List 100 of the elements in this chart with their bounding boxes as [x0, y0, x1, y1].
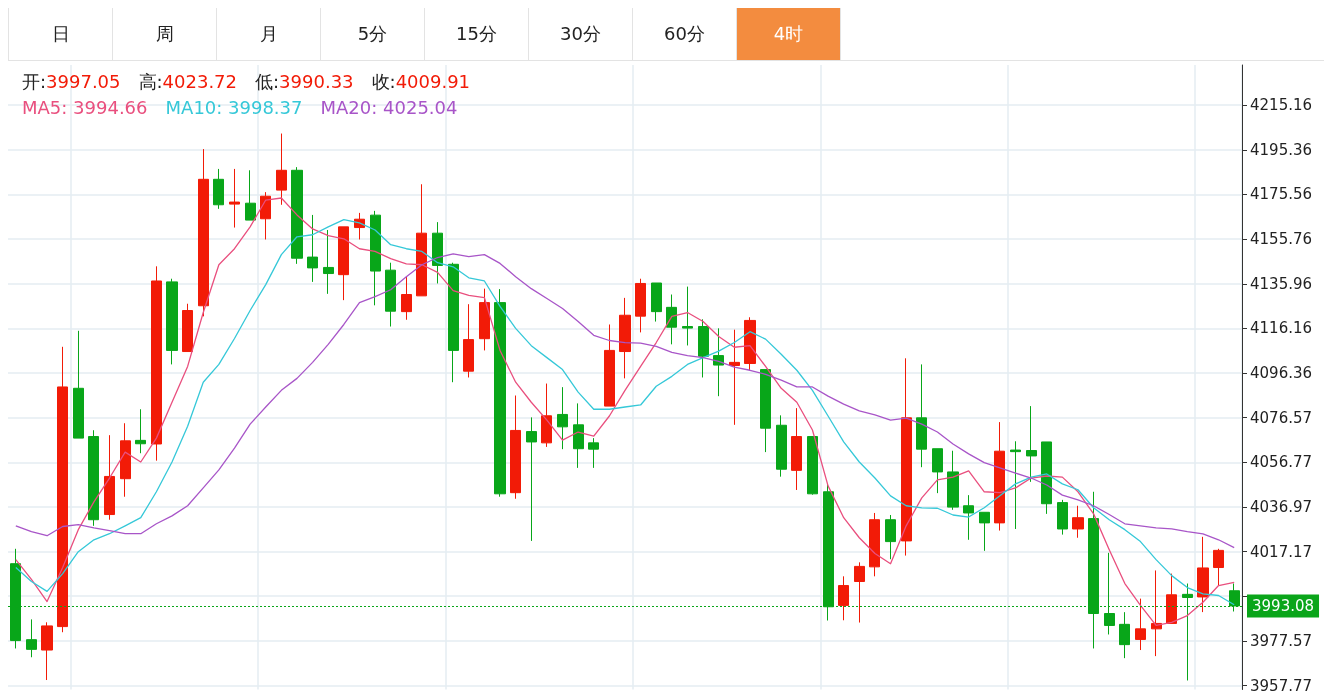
- candlestick: [744, 316, 756, 371]
- text: 月: [217, 8, 321, 60]
- y-tick-label: 4135.96: [1250, 274, 1313, 293]
- candlestick: [73, 330, 84, 439]
- candlestick: [526, 416, 537, 542]
- candlestick: [916, 363, 927, 468]
- candlestick: [682, 286, 693, 346]
- y-tick-label: 4155.76: [1250, 230, 1313, 249]
- candlestick: [323, 229, 334, 295]
- annotation: MA20: 4025.04: [320, 96, 458, 120]
- candlestick: [432, 221, 443, 284]
- candlestick: [557, 386, 568, 450]
- candlestick: [1151, 569, 1162, 657]
- candlestick: [1119, 611, 1130, 659]
- candlestick: [463, 303, 474, 378]
- annotation: 低:3990.33: [255, 71, 354, 92]
- candlestick: [370, 210, 381, 306]
- annotation: MA5: 3994.66: [22, 96, 148, 120]
- candlestick: [854, 561, 865, 624]
- candlestick: [151, 265, 162, 462]
- candlestick: [448, 262, 459, 383]
- y-tick-label: 4056.77: [1250, 453, 1313, 472]
- candlestick: [1072, 505, 1084, 539]
- candlestick: [979, 511, 990, 552]
- text: 4时: [737, 8, 841, 60]
- candlestick: [1135, 598, 1146, 651]
- candlestick: [838, 575, 849, 621]
- y-tick-label: 4175.56: [1250, 185, 1313, 204]
- candlestick: [229, 168, 240, 229]
- text: 15分: [425, 8, 529, 60]
- y-tick-label: 3957.77: [1250, 676, 1313, 695]
- y-tick-label: 4036.97: [1250, 497, 1313, 516]
- candlestick: [651, 282, 662, 323]
- candlestick: [166, 278, 178, 365]
- y-tick-label: 3977.57: [1250, 631, 1313, 650]
- candlestick: [588, 437, 599, 469]
- candlestick: [713, 327, 724, 397]
- candlestick: [698, 318, 709, 378]
- candlestick: [26, 618, 37, 658]
- text: 60分: [633, 8, 737, 60]
- y-tick-label: 4017.17: [1250, 542, 1313, 561]
- candlestick: [401, 276, 412, 321]
- candlestick: [619, 297, 631, 379]
- candlestick: [666, 294, 677, 345]
- candlestick: [1197, 536, 1209, 613]
- candlestick: [307, 214, 318, 283]
- candlestick: [260, 191, 271, 240]
- text: 周: [113, 8, 217, 60]
- candlestick: [213, 168, 224, 210]
- candlestick: [635, 278, 646, 333]
- candlestick: [479, 288, 490, 351]
- candlestick: [604, 323, 615, 407]
- candlestick: [760, 369, 771, 453]
- candlestick: [947, 450, 959, 511]
- y-tick-label: 4076.57: [1250, 408, 1313, 427]
- candlestick: [932, 448, 943, 494]
- candlestick: [104, 434, 115, 521]
- candlestick: [291, 166, 303, 265]
- line-series: [15, 253, 1235, 549]
- candlestick: [1057, 499, 1068, 536]
- y-tick-label: 4215.16: [1250, 96, 1313, 115]
- candlestick: [1213, 548, 1224, 587]
- candlestick: [1010, 440, 1021, 530]
- candlestick: [573, 402, 584, 469]
- candlestick: [729, 329, 740, 426]
- y-tick-label: 4116.16: [1250, 319, 1313, 338]
- text: 日: [9, 8, 113, 60]
- candlestick: [385, 262, 396, 328]
- annotation: 收:4009.91: [371, 71, 471, 92]
- candlestick: [41, 621, 53, 681]
- candlestick: [1026, 405, 1037, 483]
- candlestick: [57, 346, 68, 633]
- candlestick: [541, 383, 552, 448]
- candlestick: [338, 226, 349, 301]
- ref-line-label: 3993.08: [1252, 596, 1315, 615]
- candlestick: [885, 514, 896, 560]
- y-tick-label: 4195.36: [1250, 140, 1313, 159]
- candlestick: [901, 357, 912, 557]
- text: 30分: [529, 8, 633, 60]
- candlestick: [510, 395, 521, 500]
- candlestick: [963, 494, 974, 541]
- candlestick: [245, 169, 256, 221]
- candlestick: [120, 422, 131, 498]
- candlestick: [994, 421, 1005, 532]
- candlestick: [135, 408, 146, 454]
- annotation: 高:4023.72: [138, 71, 238, 92]
- candlestick: [791, 407, 802, 491]
- candlestick: [182, 303, 193, 353]
- candlestick: [88, 429, 99, 527]
- candlestick: [494, 288, 506, 498]
- candlestick: [807, 436, 818, 496]
- candlestick: [198, 148, 209, 317]
- text: 5分: [321, 8, 425, 60]
- candlestick: [776, 414, 787, 478]
- annotation: MA10: 3998.37: [165, 96, 303, 120]
- candlestick: [869, 512, 880, 577]
- candlestick: [1166, 573, 1177, 624]
- y-tick-label: 4096.36: [1250, 364, 1313, 383]
- candlestick: [416, 183, 427, 297]
- candlestick: [276, 133, 287, 206]
